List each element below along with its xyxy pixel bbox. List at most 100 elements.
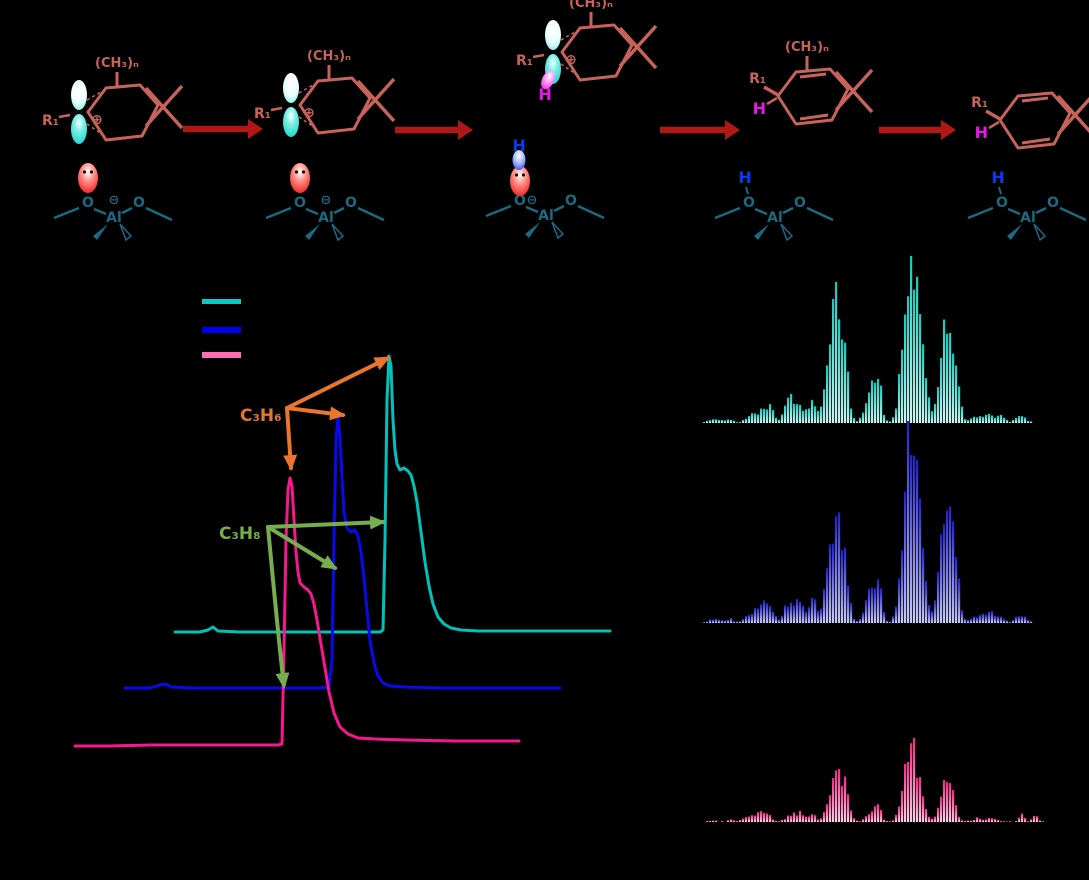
wedge-bond-solid bbox=[525, 222, 540, 238]
spectrum-bar bbox=[868, 588, 871, 623]
spectrum-bar bbox=[865, 403, 868, 423]
spectrum-bar bbox=[778, 419, 781, 423]
spectrum-bar bbox=[808, 408, 811, 423]
reaction-arrow-head bbox=[248, 119, 263, 139]
spectrum-bar bbox=[1000, 616, 1003, 623]
spectrum-bar bbox=[901, 550, 904, 623]
framework-bond bbox=[1059, 206, 1087, 222]
spectrum-bar bbox=[940, 357, 943, 423]
spectrum-bar bbox=[796, 599, 799, 623]
spectrum-bar bbox=[760, 811, 763, 822]
spectrum-bar bbox=[931, 818, 934, 822]
spectrum-bar bbox=[784, 819, 787, 822]
molecule-cation-3: (CH₃)ₙ R₁ H bbox=[749, 40, 874, 126]
spectrum-bar bbox=[886, 420, 889, 423]
spectrum-bar bbox=[985, 414, 988, 423]
spectrum-bar bbox=[1003, 417, 1006, 423]
spectrum-bar bbox=[754, 607, 757, 623]
lone-pair-dot bbox=[82, 170, 87, 174]
spectrum-bar bbox=[919, 314, 922, 423]
oxygen-label: O bbox=[794, 195, 806, 211]
lone-pair-dot bbox=[514, 173, 519, 177]
hydroxyl-h-label: H bbox=[991, 168, 1004, 187]
spectrum-bar bbox=[721, 821, 724, 822]
spectrum-bar bbox=[781, 414, 784, 423]
framework-bond bbox=[1035, 206, 1047, 215]
spectrum-bar bbox=[964, 419, 967, 423]
spectrum-bar bbox=[892, 417, 895, 423]
ring-skeleton bbox=[298, 76, 372, 135]
spectrum-bar bbox=[811, 597, 814, 623]
aluminum-label: Al bbox=[106, 210, 122, 226]
annotation-arrow bbox=[266, 515, 386, 530]
r1-label: R₁ bbox=[254, 106, 271, 122]
spectrum-bar bbox=[826, 365, 829, 423]
spectrum-bar bbox=[958, 578, 961, 623]
spectrum-bar bbox=[709, 820, 712, 822]
spectrum-bar bbox=[946, 510, 949, 623]
spectrum-bar bbox=[967, 420, 970, 423]
p-orbital-lower-lobe bbox=[283, 107, 299, 137]
spectrum-bar bbox=[859, 618, 862, 623]
spectrum-bar bbox=[718, 419, 721, 423]
spectrum-bar bbox=[865, 816, 868, 822]
spectrum-bar bbox=[772, 410, 775, 423]
molecule-cation-1: (CH₃)ₙ R₁ ⊕ bbox=[254, 49, 396, 137]
annotation-arrow bbox=[285, 356, 391, 410]
spectrum-bar bbox=[751, 815, 754, 822]
spectrum-bar bbox=[1027, 619, 1030, 623]
spectrum-bar bbox=[934, 403, 937, 423]
wedge-bond-outline bbox=[780, 223, 794, 242]
spectrum-bar bbox=[838, 769, 841, 822]
spectrum-bar bbox=[889, 821, 892, 822]
spectrum-bar bbox=[844, 342, 847, 423]
aluminum-label: Al bbox=[1020, 210, 1036, 226]
framework-bond bbox=[1007, 207, 1021, 216]
framework-bond bbox=[121, 206, 133, 215]
spectrum-bar bbox=[913, 737, 916, 822]
spectrum-bar bbox=[739, 819, 742, 822]
ring-skeleton bbox=[86, 83, 160, 142]
spectrum-bar bbox=[775, 820, 778, 822]
spectrum-bar bbox=[817, 610, 820, 623]
oxygen-lone-pair-orbital bbox=[290, 163, 310, 193]
spectrum-bar bbox=[1024, 616, 1027, 623]
spectrum-bar bbox=[931, 611, 934, 623]
spectrum-bar bbox=[748, 416, 751, 423]
spectrum-bar bbox=[1015, 418, 1018, 423]
annotation-arrows bbox=[266, 356, 391, 689]
spectrum-bar bbox=[793, 403, 796, 423]
spectrum-bar bbox=[733, 420, 736, 423]
spectrum-bar bbox=[862, 412, 865, 423]
framework-bond bbox=[714, 206, 741, 220]
spectrum-bar bbox=[946, 782, 949, 822]
ring-h-label: H bbox=[753, 99, 766, 118]
framework-bond bbox=[305, 207, 319, 216]
lone-pair-dot bbox=[521, 173, 526, 177]
spectrum-bar bbox=[814, 815, 817, 822]
spectrum-bar bbox=[856, 421, 859, 423]
spectrum-bar bbox=[790, 815, 793, 822]
spectrum-bar bbox=[805, 816, 808, 822]
spectrum-bar bbox=[730, 419, 733, 423]
spectrum-bar bbox=[754, 815, 757, 822]
chromatogram-trace-blue bbox=[123, 415, 562, 690]
spectrum-bar bbox=[868, 813, 871, 822]
gem-dimethyl-bond bbox=[356, 79, 396, 123]
spectrum-bar bbox=[943, 524, 946, 623]
spectrum-bar bbox=[829, 544, 832, 623]
annotation-label-c3h8: C₃H₈ bbox=[219, 524, 261, 544]
spectrum-bar bbox=[730, 618, 733, 623]
spectrum-bar bbox=[1000, 415, 1003, 423]
spectrum-bar bbox=[745, 418, 748, 423]
spectrum-pink bbox=[706, 737, 1045, 822]
spectrum-bar bbox=[994, 615, 997, 623]
spectrum-bar bbox=[718, 619, 721, 623]
oxygen-label: O bbox=[565, 193, 577, 209]
annotation-arrow bbox=[283, 406, 298, 471]
spectrum-bar bbox=[856, 820, 859, 822]
oxygen-label: O bbox=[1047, 195, 1059, 211]
oxygen-label: O bbox=[133, 195, 145, 211]
minus-charge-icon: ⊖ bbox=[109, 193, 120, 208]
